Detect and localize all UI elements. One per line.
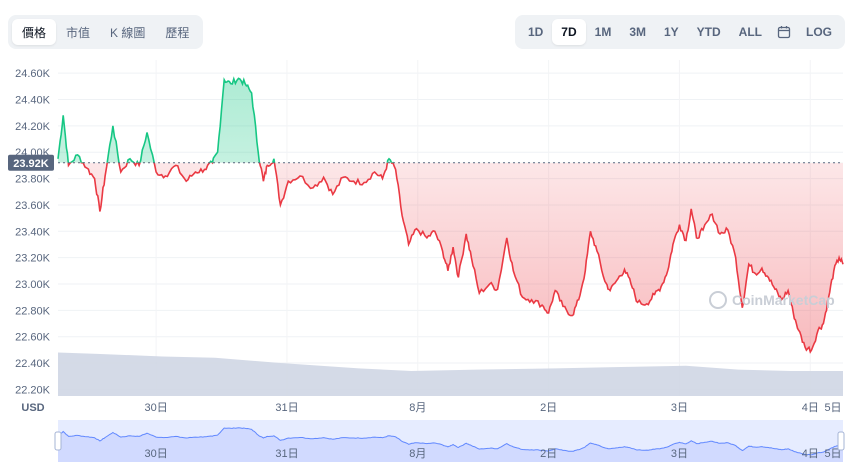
y-tick-label: 23.40K: [15, 226, 51, 238]
watermark: CoinMarketCap: [709, 291, 835, 309]
navigator-left-handle: [54, 431, 62, 451]
y-tick-label: 22.40K: [15, 358, 51, 370]
volume-area-shape: [58, 352, 843, 396]
range-ytd-button[interactable]: YTD: [696, 25, 721, 39]
range-all-button[interactable]: ALL: [738, 25, 762, 39]
x-tick-label: 31日: [275, 402, 298, 414]
navigator-area: [58, 427, 843, 462]
y-tick-label: 24.20K: [15, 121, 51, 133]
baseline-group: 23.92K: [8, 154, 843, 171]
baseline-label-bg: [8, 154, 54, 171]
y-tick-label: 23.80K: [15, 174, 51, 186]
x-tick-label: 4日: [802, 402, 819, 414]
tab-history[interactable]: 歷程: [165, 25, 190, 40]
tab-price[interactable]: 價格: [12, 19, 57, 45]
y-tick-label: 24.60K: [15, 68, 51, 80]
y-tick-label: 22.60K: [15, 332, 51, 344]
y-tick-label: 23.00K: [15, 279, 51, 291]
price-fill-up: [58, 78, 843, 163]
tab-candlestick[interactable]: K 線圖: [110, 25, 146, 40]
price-lines: [57, 76, 844, 354]
y-tick-label: 22.80K: [15, 305, 51, 317]
watermark-text: CoinMarketCap: [732, 292, 835, 308]
range-1d-button[interactable]: 1D: [527, 25, 544, 39]
x-tick-label: 8月: [409, 402, 426, 414]
range-3m-button[interactable]: 3M: [629, 25, 646, 39]
navigator-line: [57, 427, 844, 456]
y-unit-label: USD: [21, 402, 44, 414]
navigator-tick-label: 4日: [802, 448, 819, 460]
x-tick-label: 30日: [145, 402, 168, 414]
x-tick-label: 5日: [824, 402, 841, 414]
range-7d-button[interactable]: 7D: [552, 19, 586, 45]
navigator-tick-label: 30日: [145, 448, 168, 460]
y-axis: 22.20K 22.40K 22.60K 22.80K 23.00K 23.20K 23.4…: [15, 68, 51, 414]
y-tick-label: 24.40K: [15, 95, 51, 107]
x-axis: 30日 31日 8月 2日 3日 4日 5日: [145, 402, 842, 414]
price-fill-down: [68, 162, 843, 352]
x-tick-label: 3日: [671, 402, 688, 414]
y-tick-label: 23.60K: [15, 200, 51, 212]
y-tick-label: 22.20K: [15, 384, 51, 396]
navigator-right-handle: [837, 431, 845, 451]
range-1m-button[interactable]: 1M: [594, 25, 612, 39]
range-buttons: 1D 7D 1M 3M 1Y YTD ALL LOG: [514, 15, 845, 49]
volume-area: [58, 352, 843, 396]
navigator-tick-label: 3日: [671, 448, 688, 460]
navigator-tick-label: 31日: [275, 448, 298, 460]
x-tick-label: 2日: [540, 402, 557, 414]
range-navigator[interactable]: 30日 31日 8月 2日 3日 4日 5日: [54, 420, 845, 462]
y-tick-label: 23.20K: [15, 253, 51, 265]
navigator-tick-label: 2日: [540, 448, 557, 460]
y-tick-label: 24.00K: [15, 147, 51, 159]
watermark-logo-icon: [709, 291, 727, 309]
log-scale-button[interactable]: LOG: [806, 25, 832, 39]
price-line-down: [67, 162, 844, 354]
range-1y-button[interactable]: 1Y: [663, 25, 679, 39]
price-fills: [58, 78, 843, 352]
chart-type-tabs: 價格 市值 K 線圖 歷程: [8, 15, 204, 49]
calendar-icon[interactable]: [771, 19, 797, 45]
navigator-tick-label: 5日: [824, 448, 841, 460]
navigator-tick-label: 8月: [409, 448, 426, 460]
tab-market-cap[interactable]: 市值: [66, 25, 91, 40]
baseline-label: 23.92K: [13, 158, 49, 170]
